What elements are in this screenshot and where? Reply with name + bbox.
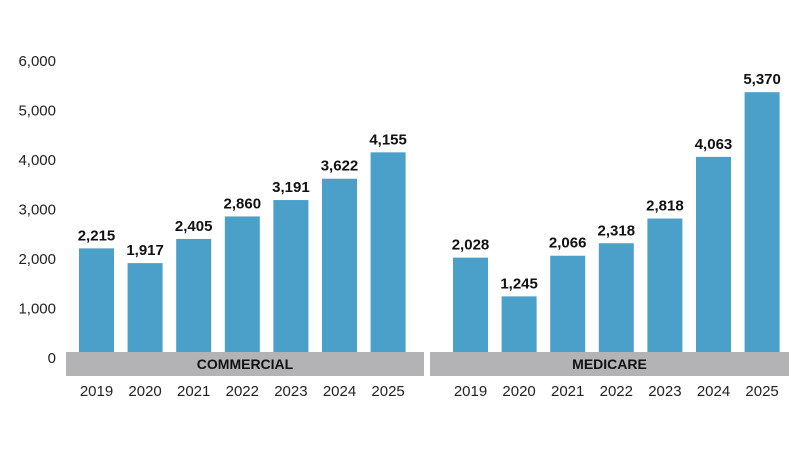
y-tick-label: 3,000 (18, 202, 56, 219)
data-label: 1,917 (126, 242, 164, 259)
chart-groups: 2,215 1,917 2,405 2,860 3,191 3,622 4,155 COMME… (66, 71, 789, 400)
x-tick-label: 2023 (274, 383, 307, 400)
group-commercial: 2,215 1,917 2,405 2,860 3,191 3,622 4,155 COMME… (66, 131, 424, 400)
x-tick-label: 2021 (551, 383, 584, 400)
x-tick-label: 2022 (226, 383, 259, 400)
group-medicare: 2,028 1,245 2,066 2,318 2,818 4,063 5,370 MEDIC… (430, 71, 789, 400)
x-tick-label: 2020 (128, 383, 161, 400)
bar (598, 243, 634, 352)
bar (647, 218, 683, 352)
y-tick-label: 1,000 (18, 301, 56, 318)
bar (322, 178, 357, 352)
bar (370, 152, 406, 352)
y-tick-label: 5,000 (18, 103, 56, 120)
y-tick-label: 2,000 (18, 251, 56, 268)
data-label: 2,215 (78, 227, 116, 244)
x-tick-label: 2025 (371, 383, 404, 400)
y-tick-label: 6,000 (18, 53, 56, 70)
bar (550, 255, 586, 352)
x-tick-label: 2022 (600, 383, 633, 400)
data-label: 1,245 (500, 275, 538, 292)
data-label: 2,818 (646, 198, 684, 215)
x-tick-label: 2024 (697, 383, 730, 400)
data-label: 2,405 (175, 218, 213, 235)
group-band (66, 352, 424, 376)
data-label: 3,191 (272, 179, 310, 196)
bar (744, 92, 780, 352)
bar (696, 156, 731, 352)
bar (453, 257, 488, 352)
data-label: 2,860 (224, 195, 262, 212)
data-label: 3,622 (321, 158, 359, 175)
group-label: MEDICARE (572, 356, 647, 372)
data-label: 2,318 (598, 222, 636, 239)
data-label: 4,155 (369, 131, 407, 148)
x-tick-label: 2021 (177, 383, 210, 400)
y-axis: 6,000 5,000 4,000 3,000 2,000 1,000 0 (18, 53, 56, 367)
y-tick-label: 0 (48, 350, 56, 367)
x-tick-label: 2019 (80, 383, 113, 400)
x-tick-label: 2024 (323, 383, 356, 400)
x-tick-label: 2019 (454, 383, 487, 400)
bar (79, 248, 114, 352)
data-label: 2,066 (549, 235, 587, 252)
x-tick-label: 2023 (648, 383, 681, 400)
data-label: 5,370 (743, 71, 781, 88)
y-tick-label: 4,000 (18, 152, 56, 169)
bar (224, 216, 260, 352)
data-label: 2,028 (452, 237, 490, 254)
bar (273, 200, 309, 352)
group-label: COMMERCIAL (197, 356, 294, 372)
data-label: 4,063 (695, 136, 733, 153)
bar (176, 238, 212, 352)
bar (127, 263, 163, 352)
x-tick-label: 2025 (745, 383, 778, 400)
x-tick-label: 2020 (502, 383, 535, 400)
bar (501, 296, 537, 352)
group-band (430, 352, 789, 376)
